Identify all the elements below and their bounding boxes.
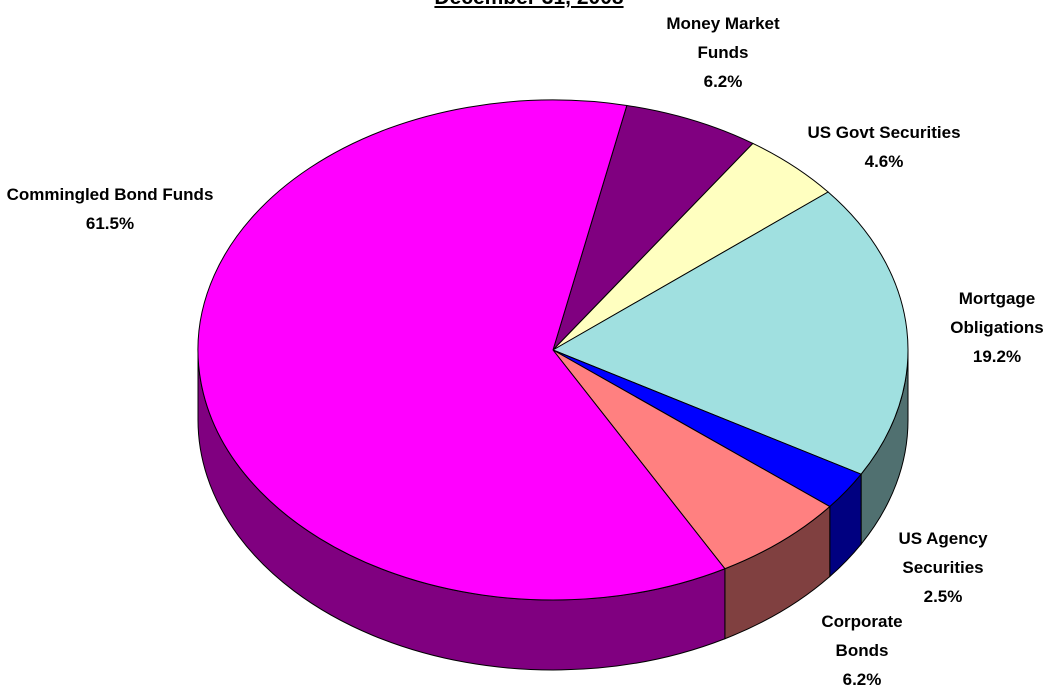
pie-slice (551, 191, 909, 475)
pie-slice (552, 104, 754, 351)
slice-value-label: 19.2% (972, 347, 1022, 366)
pie-slice (552, 349, 831, 570)
chart-title: December 31, 2008 (0, 0, 1058, 10)
slice-value-label: 6.2% (842, 670, 882, 689)
slice-label: US Agency Securities (898, 529, 988, 577)
slice-value-label: 61.5% (85, 214, 135, 233)
slice-label: US Govt Securities (807, 123, 961, 142)
slice-value-label: 4.6% (864, 152, 904, 171)
slice-label: Corporate Bonds (821, 612, 903, 660)
slice-value-label: 2.5% (923, 587, 963, 606)
slice-label: Money Market Funds (666, 14, 780, 62)
slice-value-label: 6.2% (703, 72, 743, 91)
pie-slice (197, 99, 726, 601)
slice-label: Mortgage Obligations (950, 289, 1044, 337)
slice-label: Commingled Bond Funds (6, 185, 214, 204)
